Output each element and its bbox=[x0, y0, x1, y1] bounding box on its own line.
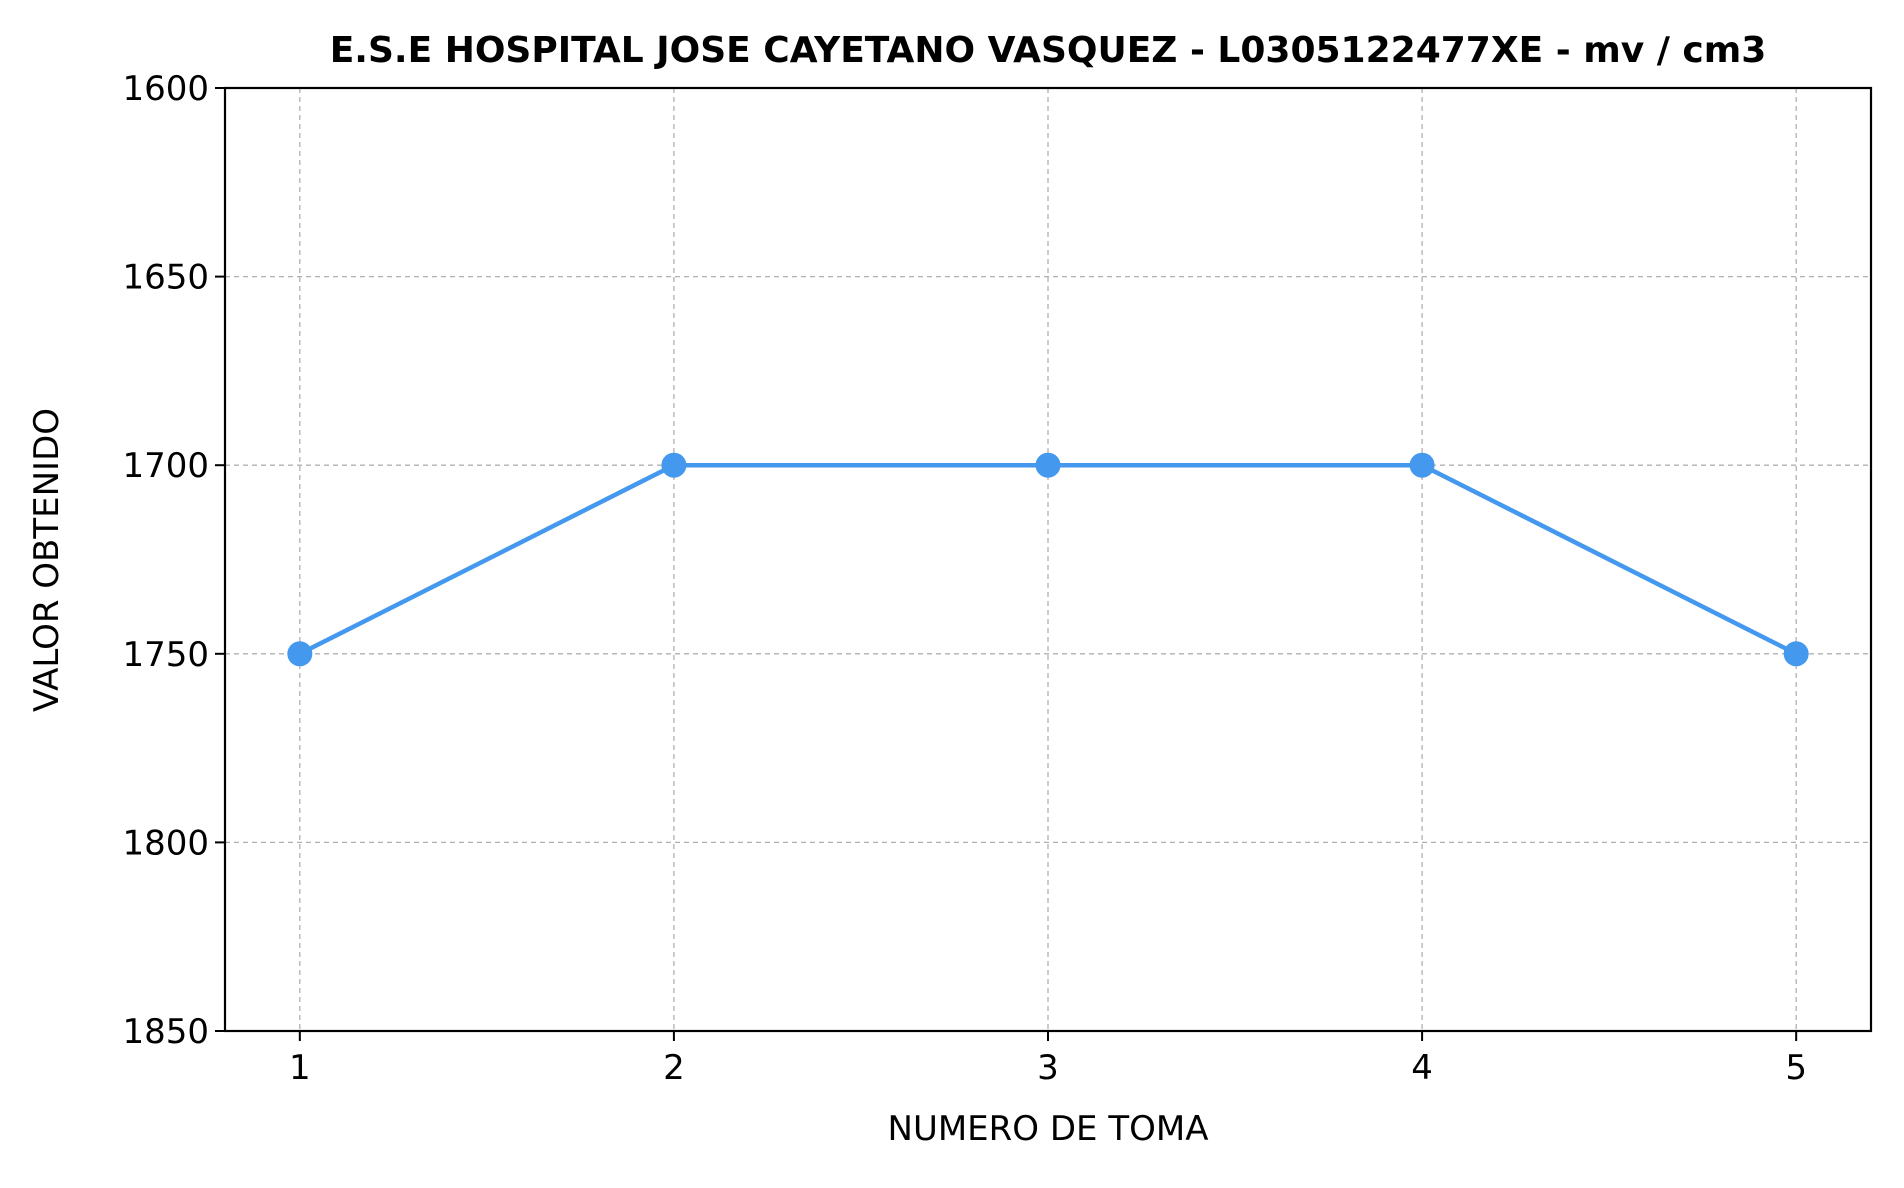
y-tick-label: 1750 bbox=[122, 635, 209, 675]
y-tick-label: 1600 bbox=[122, 69, 209, 109]
data-point bbox=[1409, 452, 1435, 478]
x-tick-label: 4 bbox=[1411, 1048, 1433, 1088]
y-tick-label: 1850 bbox=[122, 1012, 209, 1052]
x-axis-label: NUMERO DE TOMA bbox=[888, 1109, 1209, 1149]
y-tick-label: 1800 bbox=[122, 823, 209, 863]
x-tick-label: 2 bbox=[663, 1048, 685, 1088]
y-tick-label: 1700 bbox=[122, 446, 209, 486]
x-tick-label: 3 bbox=[1037, 1048, 1059, 1088]
x-tick-label: 5 bbox=[1785, 1048, 1807, 1088]
chart-title: E.S.E HOSPITAL JOSE CAYETANO VASQUEZ - L… bbox=[330, 30, 1767, 71]
data-point bbox=[287, 641, 313, 667]
x-tick-label: 1 bbox=[289, 1048, 311, 1088]
data-point bbox=[1035, 452, 1061, 478]
data-point bbox=[1783, 641, 1809, 667]
y-axis-label: VALOR OBTENIDO bbox=[27, 408, 67, 712]
axis-ticks: 1600 1650 1700 1750 1800 1850 1 2 3 4 5 bbox=[122, 69, 1807, 1088]
data-point bbox=[661, 452, 687, 478]
y-tick-label: 1650 bbox=[122, 258, 209, 298]
series-group bbox=[287, 452, 1809, 667]
